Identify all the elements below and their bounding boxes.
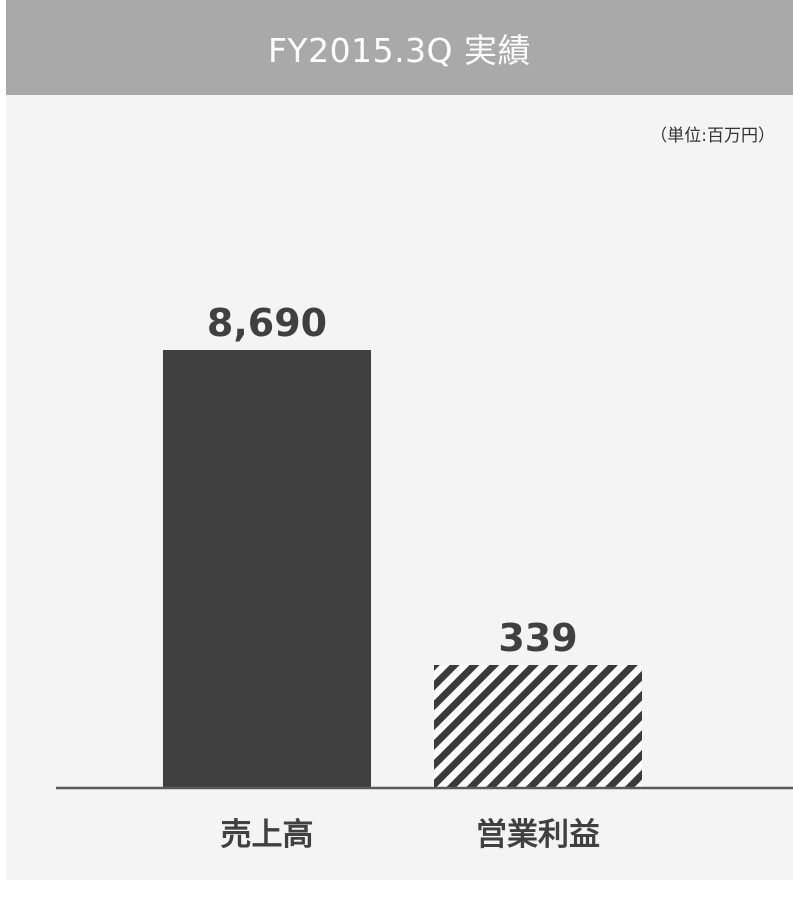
category-label-1: 売上高 (221, 817, 314, 853)
unit-label: （単位:百万円） (650, 126, 775, 146)
header-bar: FY2015.3Q 実績 (6, 0, 793, 95)
bar-1 (163, 350, 371, 787)
value-label-1: 8,690 (207, 301, 327, 345)
value-label-2: 339 (498, 616, 577, 660)
category-label-2: 営業利益 (476, 817, 600, 853)
bar-2 (434, 665, 642, 787)
bar-chart: 8,690 売上高 339 営業利益 (56, 301, 793, 853)
chart-title: FY2015.3Q 実績 (267, 30, 532, 70)
chart-panel: FY2015.3Q 実績 （単位:百万円） 8,690 売上高 339 営業利益 (6, 0, 793, 880)
